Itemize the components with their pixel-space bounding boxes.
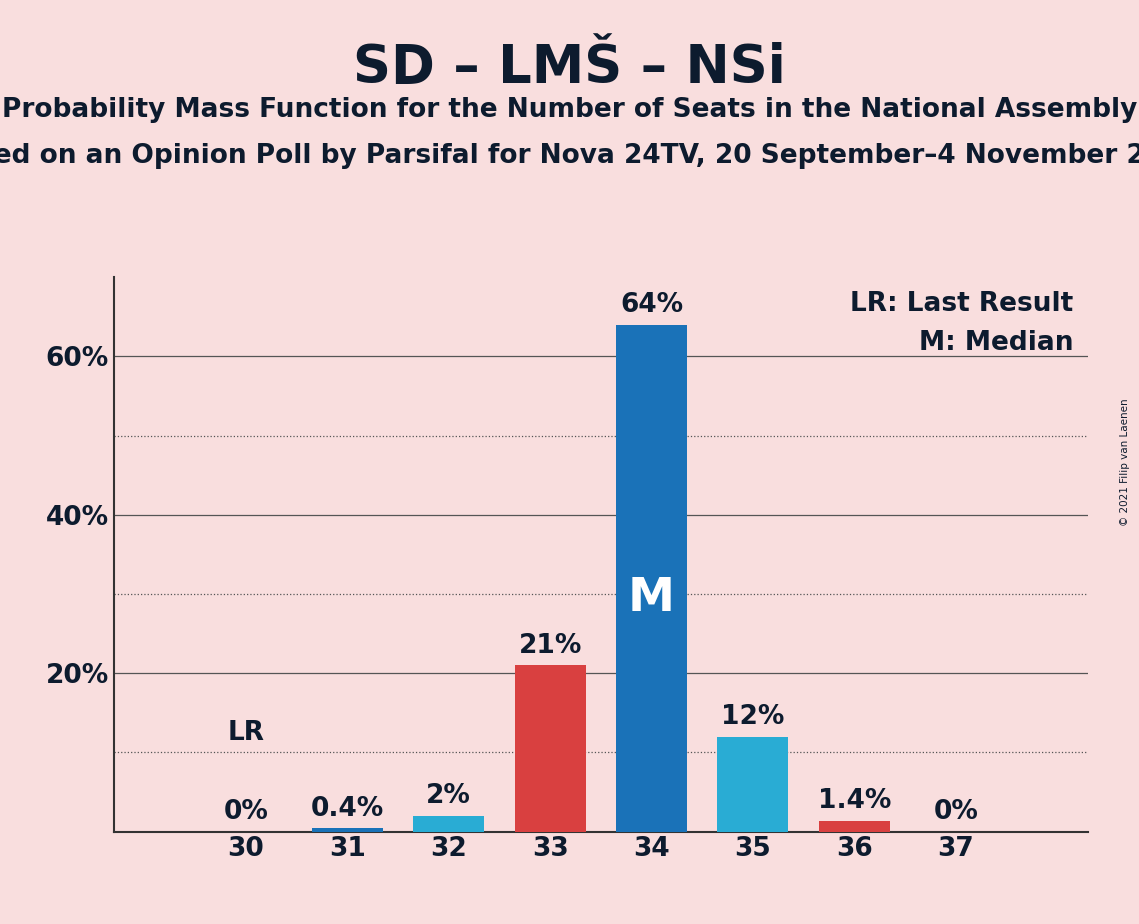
- Text: 0%: 0%: [223, 799, 268, 825]
- Text: 0%: 0%: [934, 799, 978, 825]
- Text: 12%: 12%: [721, 704, 785, 730]
- Text: © 2021 Filip van Laenen: © 2021 Filip van Laenen: [1120, 398, 1130, 526]
- Text: LR: Last Result: LR: Last Result: [850, 291, 1073, 317]
- Text: 2%: 2%: [426, 784, 472, 809]
- Text: LR: LR: [228, 720, 264, 746]
- Bar: [515, 665, 585, 832]
- Text: 64%: 64%: [620, 292, 683, 319]
- Bar: [718, 736, 788, 832]
- Text: Probability Mass Function for the Number of Seats in the National Assembly: Probability Mass Function for the Number…: [2, 97, 1137, 123]
- Text: 21%: 21%: [518, 633, 582, 659]
- Bar: [616, 324, 687, 832]
- Text: M: Median: M: Median: [919, 330, 1073, 356]
- Text: Based on an Opinion Poll by Parsifal for Nova 24TV, 20 September–4 November 2021: Based on an Opinion Poll by Parsifal for…: [0, 143, 1139, 169]
- Text: SD – LMŠ – NSi: SD – LMŠ – NSi: [353, 42, 786, 93]
- Text: M: M: [628, 576, 675, 621]
- Bar: [819, 821, 890, 832]
- Text: 1.4%: 1.4%: [818, 788, 891, 814]
- Bar: [413, 816, 484, 832]
- Text: 0.4%: 0.4%: [311, 796, 384, 822]
- Bar: [312, 829, 383, 832]
